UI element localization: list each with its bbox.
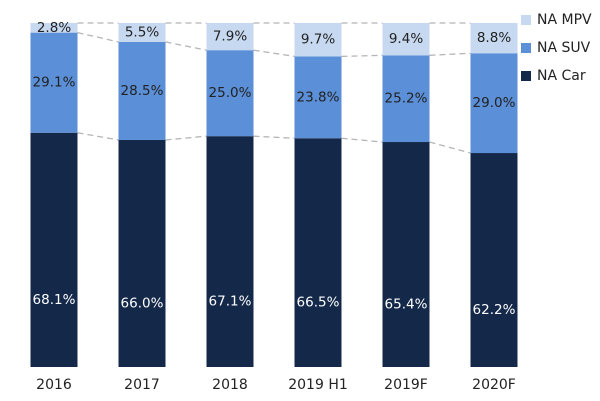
connector-line — [429, 52, 471, 56]
bar-segment — [30, 132, 78, 367]
connector-line — [165, 41, 207, 51]
bar-segment — [118, 139, 166, 367]
data-label: 28.5% — [121, 83, 164, 99]
x-tick-label: 2019 H1 — [288, 377, 348, 393]
connector-line — [429, 141, 471, 154]
data-label: 68.1% — [33, 292, 76, 308]
x-tick-label: 2019F — [384, 377, 428, 393]
data-label: 8.8% — [477, 30, 511, 46]
bar-segment — [206, 50, 254, 137]
data-label: 2.8% — [37, 20, 71, 36]
bar-segment — [294, 23, 342, 57]
bar-segment — [382, 142, 430, 367]
legend-label: NA SUV — [537, 40, 591, 56]
legend-swatch — [521, 43, 531, 53]
connector-line — [341, 54, 383, 58]
bar-segment — [382, 23, 430, 56]
legend-swatch — [521, 71, 531, 81]
connector-line — [253, 135, 295, 139]
connector-line — [341, 137, 383, 143]
legend-label: NA MPV — [537, 12, 592, 28]
bar-segment — [470, 23, 518, 54]
data-label: 9.4% — [389, 31, 423, 47]
bar-segment — [30, 32, 78, 133]
bar-segment — [470, 153, 518, 367]
data-label: 23.8% — [297, 89, 340, 105]
data-label: 66.5% — [297, 295, 340, 311]
bar-segment — [118, 23, 166, 42]
bar-segment — [294, 56, 342, 139]
connector-line — [165, 135, 207, 141]
bar-segment — [118, 41, 166, 140]
bar-segment — [30, 23, 78, 33]
data-label: 5.5% — [125, 24, 159, 40]
connector-line — [77, 31, 119, 43]
data-label: 7.9% — [213, 29, 247, 45]
bar-segment — [382, 55, 430, 143]
connector-line — [253, 49, 295, 58]
x-tick-label: 2020F — [472, 377, 516, 393]
x-tick-label: 2018 — [212, 377, 248, 393]
data-label: 62.2% — [473, 302, 516, 318]
legend-swatch — [521, 15, 531, 25]
bar-segment — [206, 136, 254, 367]
x-tick-label: 2017 — [124, 377, 160, 393]
connector-line — [77, 132, 119, 141]
data-label: 67.1% — [209, 294, 252, 310]
bar-segment — [206, 23, 254, 51]
bar-segment — [470, 53, 518, 154]
data-label: 25.0% — [209, 85, 252, 101]
legend-label: NA Car — [537, 68, 586, 84]
data-label: 65.4% — [385, 297, 428, 313]
x-tick-label: 2016 — [36, 377, 72, 393]
data-label: 29.0% — [473, 95, 516, 111]
data-label: 66.0% — [121, 295, 164, 311]
data-label: 25.2% — [385, 91, 428, 107]
data-label: 29.1% — [33, 75, 76, 91]
bar-segment — [294, 138, 342, 367]
data-label: 9.7% — [301, 32, 335, 48]
